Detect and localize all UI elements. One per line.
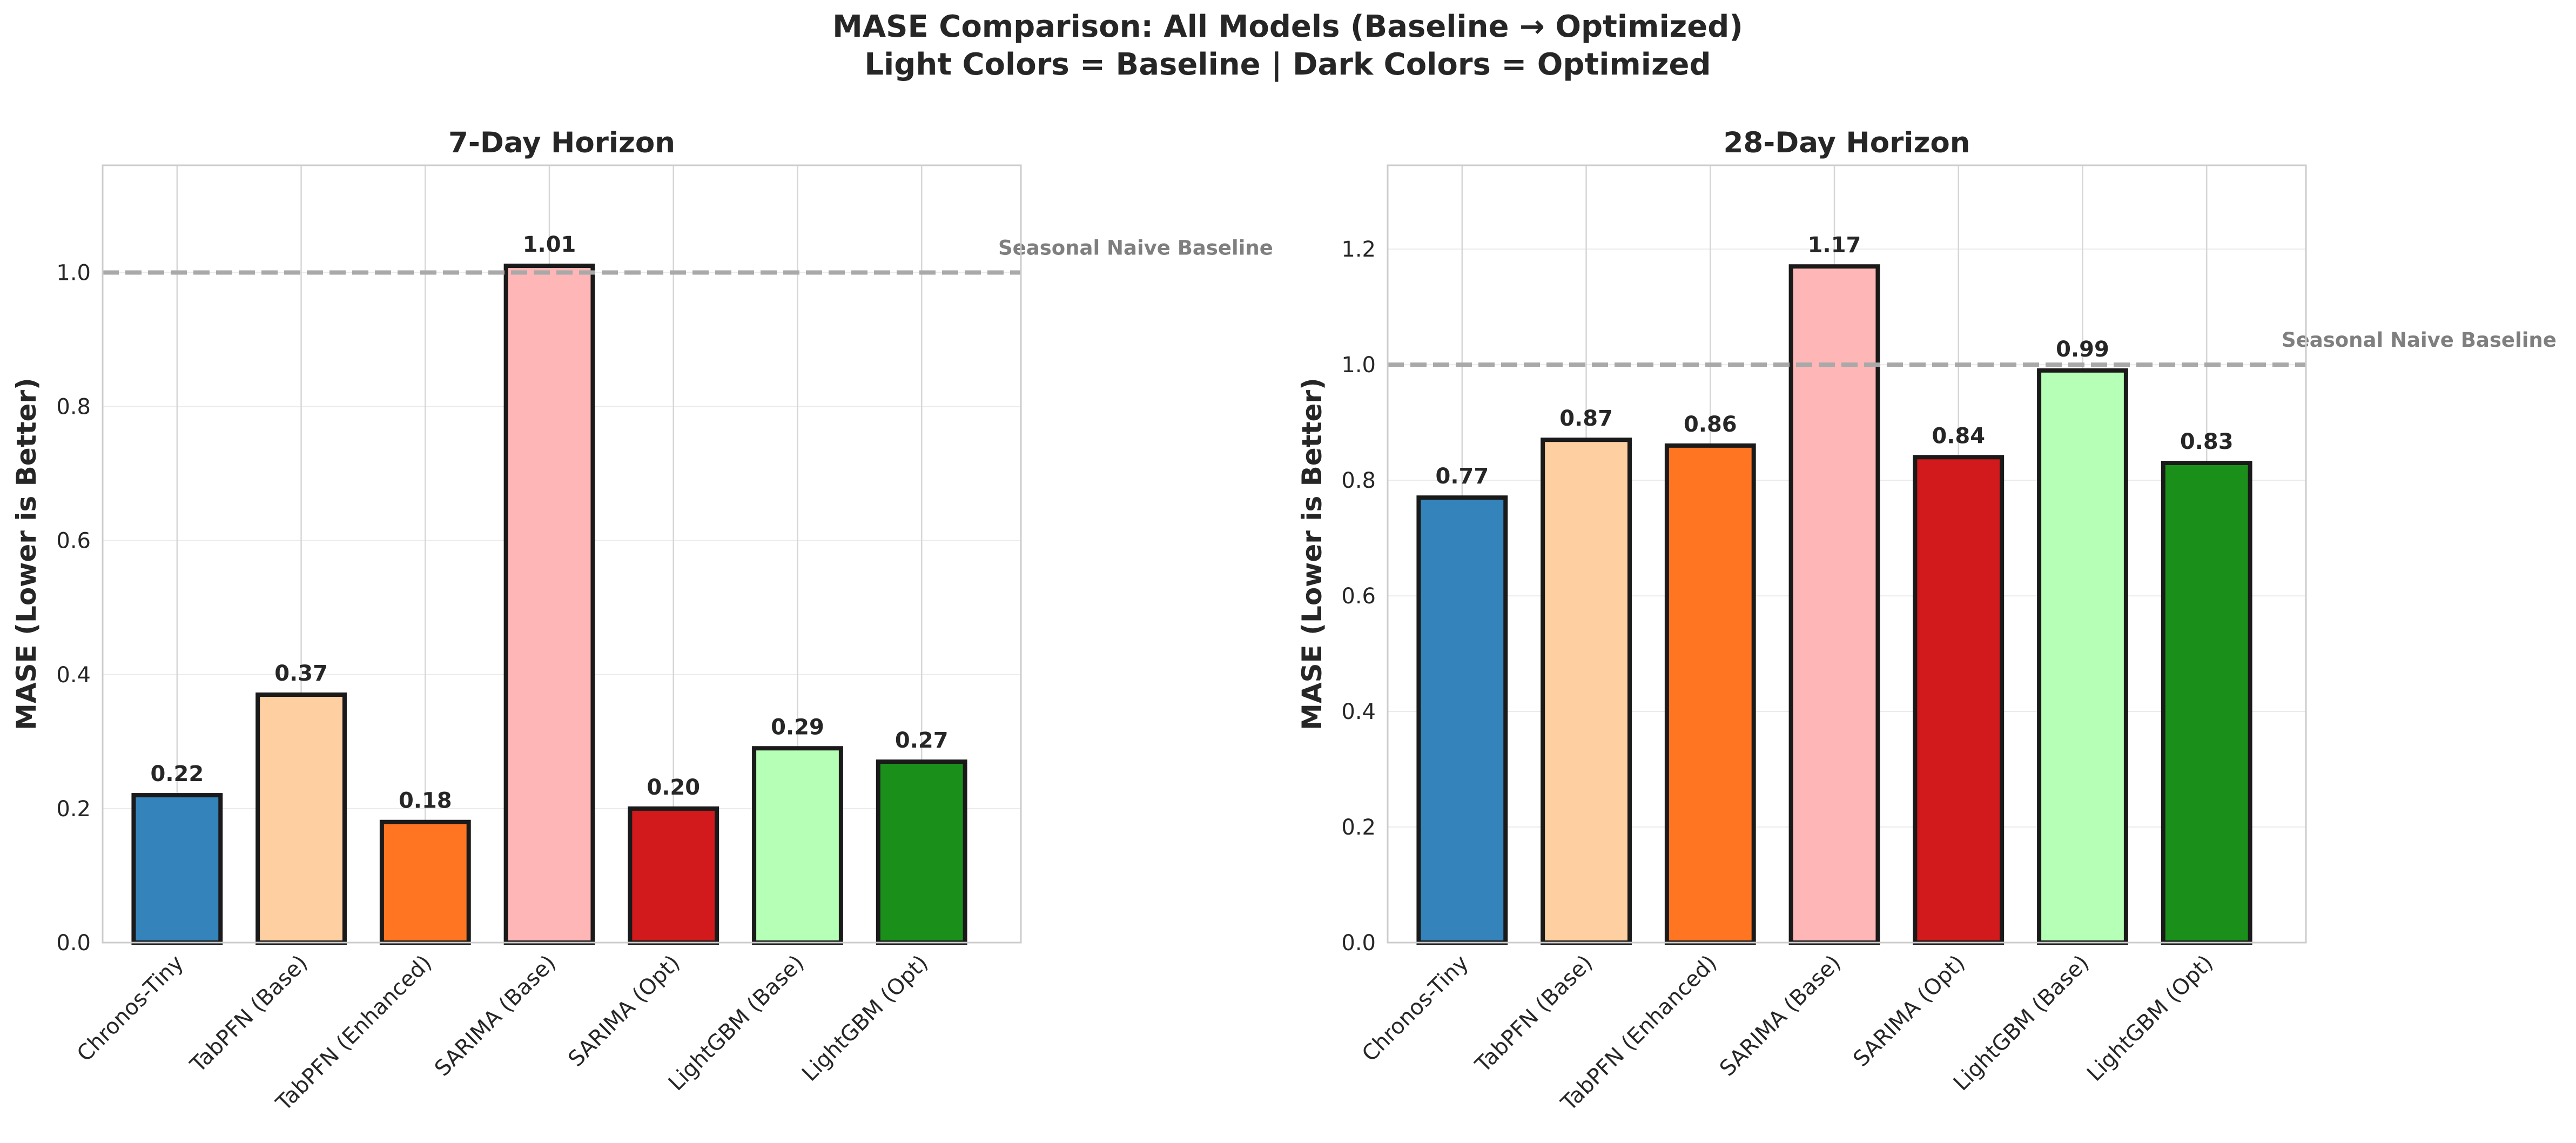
x-tick-label: SARIMA (Base) <box>1715 951 1846 1081</box>
bar <box>131 793 223 945</box>
x-tick-label: LightGBM (Opt) <box>797 951 933 1086</box>
plot-frame <box>102 164 1022 944</box>
bar <box>752 746 843 945</box>
plot-frame <box>1387 164 2307 944</box>
bar-value-label: 0.84 <box>1932 423 1985 448</box>
y-tick-label: 0.2 <box>1341 815 1376 840</box>
y-tick-label: 0.6 <box>1341 584 1376 609</box>
bar-value-label: 0.18 <box>399 789 452 813</box>
bar-value-label: 0.99 <box>2056 337 2109 362</box>
bar <box>1541 438 1632 945</box>
figure-title-line-2: Light Colors = Baseline | Dark Colors = … <box>864 47 1711 82</box>
subplot-title: 7-Day Horizon <box>448 126 675 159</box>
reference-line-label: Seasonal Naive Baseline <box>2282 328 2557 352</box>
bar <box>1416 495 1508 945</box>
y-tick-label: 1.2 <box>1341 237 1376 262</box>
bar <box>2161 460 2252 945</box>
bar <box>876 759 967 945</box>
x-tick-label: TabPFN (Base) <box>1470 951 1598 1078</box>
y-tick-label: 0.8 <box>56 395 91 420</box>
x-tick-label: SARIMA (Opt) <box>1848 951 1969 1072</box>
y-tick-label: 1.0 <box>56 260 91 285</box>
x-tick-label: SARIMA (Base) <box>430 951 561 1081</box>
bar <box>255 692 347 945</box>
y-tick-label: 0.8 <box>1341 468 1376 493</box>
bar-value-label: 0.83 <box>2180 429 2234 454</box>
x-tick-label: Chronos-Tiny <box>72 951 189 1067</box>
bar-value-label: 0.86 <box>1684 412 1737 437</box>
bar-value-label: 0.27 <box>895 728 949 753</box>
y-axis-label: MASE (Lower is Better) <box>11 378 42 730</box>
bar-value-label: 1.01 <box>523 232 576 257</box>
bar-value-label: 0.29 <box>771 715 824 739</box>
x-tick-label: LightGBM (Opt) <box>2082 951 2218 1086</box>
y-tick-label: 0.4 <box>1341 700 1376 724</box>
x-tick-label: TabPFN (Base) <box>185 951 313 1078</box>
y-tick-label: 0.2 <box>56 797 91 822</box>
bar <box>1664 443 1756 945</box>
bar-value-label: 0.87 <box>1559 406 1613 431</box>
y-tick-label: 1.0 <box>1341 353 1376 378</box>
bar-value-label: 1.17 <box>1808 233 1861 258</box>
bar-value-label: 0.37 <box>274 661 328 686</box>
chart-panel-28-day: 0.0 0.2 0.4 0.6 0.8 1.0 1.2 0.77 0.87 0.86 1.17 0.8… <box>1296 126 2557 1116</box>
x-tick-label: SARIMA (Opt) <box>563 951 684 1072</box>
x-tick-label: Chronos-Tiny <box>1357 951 1474 1067</box>
bar <box>1913 455 2005 945</box>
y-tick-label: 0.6 <box>56 529 91 554</box>
reference-line-label: Seasonal Naive Baseline <box>998 236 1273 259</box>
bar <box>2037 368 2128 945</box>
figure-title-line-1: MASE Comparison: All Models (Baseline → … <box>832 9 1743 44</box>
bar <box>628 806 719 945</box>
bar <box>503 264 595 945</box>
bar-value-label: 0.22 <box>150 762 204 786</box>
y-tick-label: 0.0 <box>1341 931 1376 956</box>
y-tick-label: 0.4 <box>56 663 91 688</box>
subplot-title: 28-Day Horizon <box>1724 126 1970 159</box>
bar <box>1788 264 1880 945</box>
bar-value-label: 0.20 <box>647 775 700 800</box>
y-axis-label: MASE (Lower is Better) <box>1296 378 1328 730</box>
bar-value-label: 0.77 <box>1435 464 1489 489</box>
bar <box>379 819 471 945</box>
chart-panel-7-day: 0.0 0.2 0.4 0.6 0.8 1.0 0.22 0.37 0.18 1.01 0.20 0.… <box>11 126 1273 1116</box>
x-tick-label: LightGBM (Base) <box>664 951 809 1096</box>
x-tick-label: LightGBM (Base) <box>1949 951 2094 1096</box>
y-tick-label: 0.0 <box>56 931 91 956</box>
